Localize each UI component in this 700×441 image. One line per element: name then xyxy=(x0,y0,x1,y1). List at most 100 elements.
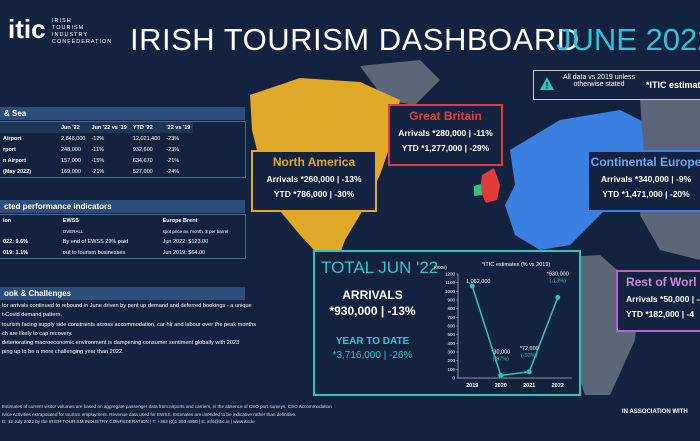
region-name: Continental Europe xyxy=(590,155,700,169)
column-header: ion xyxy=(3,217,12,224)
cell: -11% xyxy=(91,146,104,153)
title: IRISH TOURISM DASHBOARD xyxy=(130,22,580,57)
europe xyxy=(505,110,660,250)
region-arrivals: Arrivals *280,000 | -11% xyxy=(398,128,493,138)
change-label: (-97%) xyxy=(492,356,509,362)
region-box: Rest of Worl Arrivals *50,000 | -4 YTD *18… xyxy=(616,270,700,332)
outlook-line: ch are likely to cap recovery. xyxy=(2,330,73,337)
arrivals-value: *930,000 | -13% xyxy=(329,304,416,318)
point xyxy=(469,283,475,289)
subhead-row: OVERALL spot price av. month. $ per barre… xyxy=(0,226,245,236)
line xyxy=(471,285,559,377)
greenland xyxy=(360,60,440,105)
y-tick-label: 800 xyxy=(447,306,455,311)
x-tick-label: 2022 xyxy=(552,383,564,389)
estimates-note: *ITIC estimates xyxy=(646,80,700,90)
outlook-line: deteriorating macroeconomic environment … xyxy=(2,340,240,347)
region-name: North America xyxy=(272,155,356,169)
row: n Airport 157,000 -15% 634,670 -21% xyxy=(0,155,193,166)
value-label: *72,000 xyxy=(520,346,539,352)
cell: Airport xyxy=(3,135,22,142)
region-box: Great Britain Arrivals *280,000 | -11% YTD… xyxy=(388,104,503,166)
air-sea-table: Jun '22 Jun '22 vs '19 YTD '22 '22 vs '19 Ai… xyxy=(0,121,246,178)
row: Airport 2,846,000 -12% 12,021,400 -23% xyxy=(0,133,193,144)
cell: 12,021,400 xyxy=(132,135,161,142)
value-label: *30,000 xyxy=(491,349,510,355)
region-box: Continental Europe Arrivals *340,000 | -9… xyxy=(587,150,700,212)
y-tick-label: 500 xyxy=(447,332,455,337)
outlook-line: ping up to be a more challenging year th… xyxy=(2,349,124,356)
cell: -15% xyxy=(91,157,105,164)
outlook-line: tor arrivals continued to rebound in Jun… xyxy=(2,303,252,309)
cell: 2,846,000 xyxy=(61,135,86,142)
cell: -23% xyxy=(166,146,180,153)
cell xyxy=(0,122,58,133)
point xyxy=(498,372,504,378)
section-header: ook & Challenges xyxy=(0,287,245,300)
footer-line: rvice Activities extrapolated for touris… xyxy=(2,411,297,417)
cell: -21% xyxy=(91,168,105,175)
cell: 932,600 xyxy=(132,146,153,153)
section-header: & Sea xyxy=(0,107,245,120)
row: (May 2022) 169,000 -21% 527,000 -24% xyxy=(0,166,193,177)
ytd-value: *3,716,000 | -26% xyxy=(332,350,413,361)
y-tick-label: 200 xyxy=(447,358,455,363)
region-box: North America Arrivals *260,000 | -13% YTD… xyxy=(251,150,377,212)
cell: (May 2022) xyxy=(3,168,32,175)
footer-line: Estimates of current visitor volumes are… xyxy=(2,404,332,409)
ytd-label: YEAR TO DATE xyxy=(335,336,410,347)
cell: -24% xyxy=(166,168,180,175)
region-name: Rest of Worl xyxy=(626,275,697,289)
region-ytd: YTD *1,471,000 | -20% xyxy=(602,189,690,199)
x-tick-label: 2020 xyxy=(495,383,507,389)
cell: -21% xyxy=(166,157,180,164)
column-header: Jun '22 xyxy=(61,124,80,131)
total-box: TOTAL JUN '22 ARRIVALS *930,000 | -13% Y… xyxy=(313,250,581,396)
ireland xyxy=(474,184,482,196)
column-header: YTD '22 xyxy=(132,124,153,131)
change-label: (-13%) xyxy=(549,278,566,284)
row: rport 248,000 -11% 932,600 -23% xyxy=(0,144,193,155)
section-header: cted performance indicators xyxy=(0,200,245,213)
region-arrivals: Arrivals *340,000 | -9% xyxy=(600,174,692,184)
warning-icon: ! xyxy=(540,77,554,90)
point xyxy=(526,369,532,375)
y-axis-label: (000s) xyxy=(434,265,447,270)
logo: itic xyxy=(8,14,46,44)
great-britain xyxy=(480,168,500,203)
cell: 022: 9.6% xyxy=(3,238,29,245)
x-tick-label: 2021 xyxy=(523,383,535,389)
cell xyxy=(0,226,60,236)
y-tick-label: 1100 xyxy=(445,280,455,285)
y-tick-label: 600 xyxy=(447,324,455,329)
region-name: Great Britain xyxy=(409,109,482,123)
y-tick-label: 300 xyxy=(447,350,455,355)
row: 019: 1.1% out to tourism businesses Jun 20… xyxy=(0,247,245,258)
column-header: '22 vs '19 xyxy=(166,124,191,131)
y-tick-label: 100 xyxy=(447,367,455,372)
row: 022: 9.6% By end of EWSS 29% paid Jun 2022… xyxy=(0,236,245,247)
region-ytd: YTD *786,000 | -30% xyxy=(273,189,355,199)
x-tick-label: 2019 xyxy=(466,383,478,389)
notice-text: All data vs 2019 unless otherwise stated xyxy=(563,74,635,88)
column-header: EWSS xyxy=(62,217,79,224)
y-tick-label: 1200 xyxy=(445,272,456,277)
cell: By end of EWSS 29% paid xyxy=(62,238,129,245)
cell: Jun 2019: $64.00 xyxy=(162,249,206,256)
indicators-table: ion EWSS Europe Brent OVERALL spot price av.… xyxy=(0,214,246,259)
y-tick-label: 400 xyxy=(447,341,455,346)
cell: 157,000 xyxy=(61,157,81,164)
y-tick-label: 1000 xyxy=(445,289,456,294)
outlook-line: t-Covid demand pattern. xyxy=(2,312,63,319)
arrivals-label: ARRIVALS xyxy=(342,288,403,302)
footer-line: D: 12 July 2022 by the IRISH TOURISM IND… xyxy=(2,419,255,424)
y-tick-label: 900 xyxy=(447,298,455,303)
header-row: ion EWSS Europe Brent xyxy=(0,215,245,226)
cell: 019: 1.1% xyxy=(3,249,29,256)
subhead: OVERALL xyxy=(62,228,84,234)
cell: Jun 2022: $123.00 xyxy=(162,238,209,245)
footer: Estimates of current visitor volumes are… xyxy=(2,403,332,426)
cell: 634,670 xyxy=(132,157,153,164)
total-title: TOTAL JUN '22 xyxy=(321,258,439,277)
